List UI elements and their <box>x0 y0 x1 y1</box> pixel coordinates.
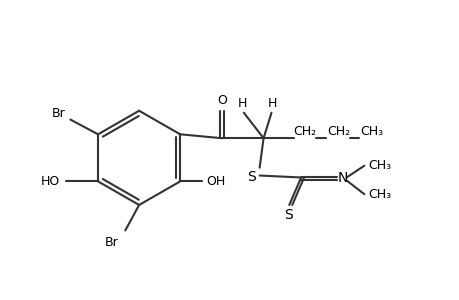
Text: O: O <box>217 94 227 107</box>
Text: N: N <box>337 172 347 185</box>
Text: Br: Br <box>51 107 65 120</box>
Text: OH: OH <box>206 175 225 188</box>
Text: H: H <box>238 98 247 110</box>
Text: CH₂: CH₂ <box>293 125 316 138</box>
Text: CH₃: CH₃ <box>360 125 383 138</box>
Text: HO: HO <box>41 175 60 188</box>
Text: H: H <box>267 98 277 110</box>
Text: Br: Br <box>104 236 118 249</box>
Text: CH₃: CH₃ <box>368 159 391 172</box>
Text: S: S <box>247 170 256 184</box>
Text: CH₃: CH₃ <box>368 188 391 201</box>
Text: CH₂: CH₂ <box>326 125 349 138</box>
Text: S: S <box>283 208 292 222</box>
